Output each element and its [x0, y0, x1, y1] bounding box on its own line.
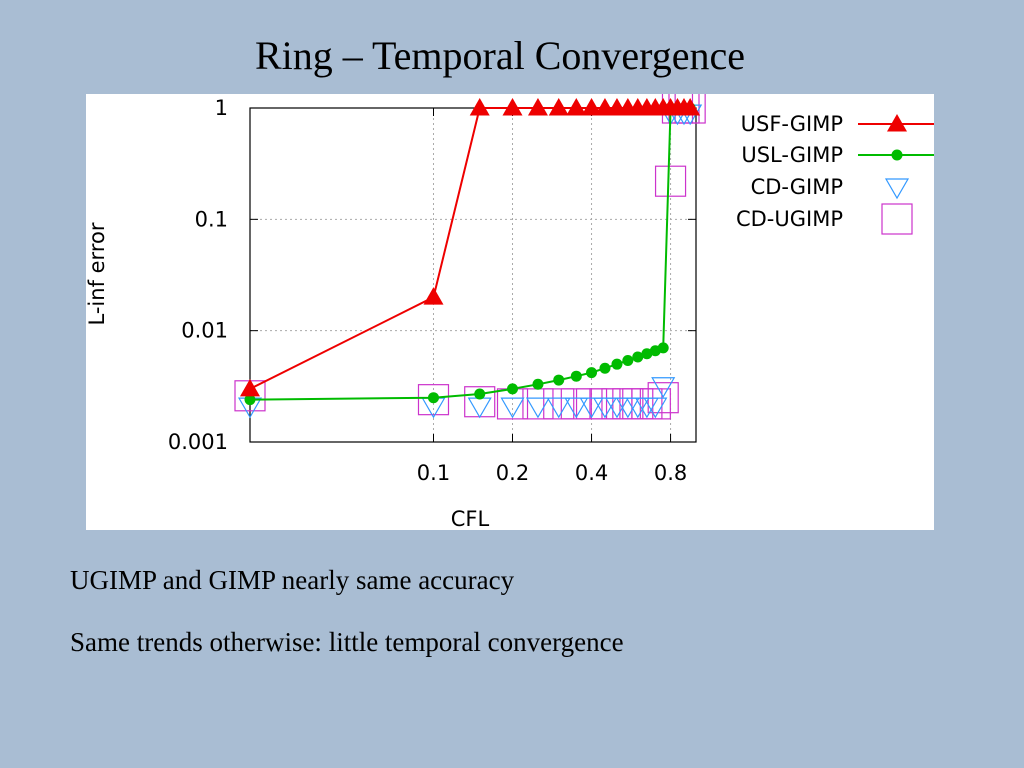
data-point: [604, 397, 630, 419]
data-point: [240, 378, 260, 397]
plot-frame: [249, 107, 697, 443]
x-tick-label: 0.8: [654, 461, 687, 485]
y-tick-label: 1: [215, 96, 228, 120]
data-point: [532, 378, 544, 390]
data-point: [641, 348, 653, 360]
legend-label: USF-GIMP: [741, 112, 843, 136]
data-point: [612, 388, 644, 420]
data-point: [592, 397, 618, 419]
data-point: [579, 397, 604, 419]
series-cd-ugimp: [234, 94, 706, 420]
data-point: [654, 165, 687, 197]
data-point: [622, 354, 634, 366]
x-axis-label: CFL: [451, 507, 490, 530]
legend-marker: [884, 178, 910, 200]
data-point: [502, 98, 523, 116]
data-point: [543, 388, 575, 420]
data-point: [586, 367, 598, 379]
data-point: [467, 397, 492, 419]
data-point: [553, 374, 565, 386]
grid-layer: [250, 107, 696, 443]
data-point: [611, 358, 623, 370]
data-point: [643, 397, 668, 419]
x-tick-label: 0.2: [496, 461, 529, 485]
series-usf-gimp: [240, 98, 701, 397]
data-point: [651, 377, 676, 398]
tick-layer: 0.1 0.2 0.4 0.8 1 0.1 0.01 0.001: [168, 96, 696, 485]
data-point: [525, 397, 550, 419]
data-point: [507, 383, 519, 395]
data-point: [474, 388, 486, 400]
data-point: [581, 98, 602, 116]
legend-marker: [891, 149, 903, 161]
series-layer: [234, 94, 706, 420]
legend-label: USL-GIMP: [741, 143, 843, 167]
bullet-text-2: Same trends otherwise: little temporal c…: [70, 627, 624, 657]
series-line: [249, 107, 691, 390]
data-point: [527, 98, 548, 116]
data-point: [657, 342, 669, 354]
chart-panel: 0.1 0.2 0.4 0.8 1 0.1 0.01 0.001 CFL L-inf erro…: [86, 94, 934, 530]
data-point: [244, 394, 256, 406]
legend-label: CD-GIMP: [751, 175, 843, 199]
y-tick-label: 0.01: [181, 319, 228, 343]
data-point: [680, 98, 701, 116]
data-point: [632, 351, 644, 363]
data-point: [566, 98, 587, 116]
bullet-text-1: UGIMP and GIMP nearly same accuracy: [70, 565, 515, 595]
data-point: [639, 388, 671, 420]
x-tick-label: 0.1: [417, 461, 450, 485]
legend-marker: [887, 114, 907, 132]
data-point: [469, 98, 490, 116]
y-tick-label: 0.1: [195, 207, 228, 231]
data-point: [423, 287, 444, 305]
data-point: [548, 98, 569, 116]
data-point: [599, 362, 611, 374]
data-point: [546, 397, 571, 419]
y-tick-label: 0.001: [168, 430, 228, 454]
legend: USF-GIMP USL-GIMP CD-GIMP CD-UGIMP: [736, 112, 934, 235]
data-point: [417, 384, 450, 416]
legend-label: CD-UGIMP: [736, 207, 843, 231]
series-cd-gimp: [237, 104, 703, 419]
data-point: [427, 392, 439, 404]
data-point: [570, 370, 582, 382]
convergence-chart: 0.1 0.2 0.4 0.8 1 0.1 0.01 0.001 CFL L-inf erro…: [86, 94, 934, 530]
data-point: [500, 397, 525, 419]
data-point: [564, 397, 589, 419]
slide-title: Ring – Temporal Convergence: [254, 33, 746, 78]
y-axis-label: L-inf error: [86, 222, 109, 325]
x-tick-label: 0.4: [575, 461, 608, 485]
legend-marker: [881, 203, 913, 235]
